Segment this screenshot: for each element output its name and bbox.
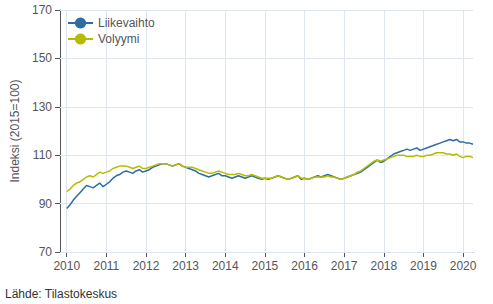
svg-text:2018: 2018 bbox=[370, 259, 397, 273]
svg-text:90: 90 bbox=[39, 197, 53, 211]
svg-text:2013: 2013 bbox=[172, 259, 199, 273]
svg-text:Lähde: Tilastokeskus: Lähde: Tilastokeskus bbox=[5, 287, 117, 301]
svg-text:2015: 2015 bbox=[252, 259, 279, 273]
svg-text:110: 110 bbox=[33, 148, 52, 162]
svg-text:Liikevaihto: Liikevaihto bbox=[98, 16, 155, 30]
svg-text:150: 150 bbox=[32, 51, 52, 65]
svg-text:2011: 2011 bbox=[93, 259, 119, 273]
svg-text:130: 130 bbox=[32, 100, 52, 114]
svg-text:2010: 2010 bbox=[53, 259, 80, 273]
svg-text:Indeksi (2015=100): Indeksi (2015=100) bbox=[8, 79, 22, 182]
svg-text:170: 170 bbox=[32, 3, 52, 17]
svg-text:70: 70 bbox=[39, 245, 53, 259]
svg-text:2012: 2012 bbox=[133, 259, 160, 273]
svg-text:2017: 2017 bbox=[331, 259, 358, 273]
svg-text:Volyymi: Volyymi bbox=[98, 32, 139, 46]
svg-text:2019: 2019 bbox=[410, 259, 437, 273]
svg-text:2014: 2014 bbox=[212, 259, 239, 273]
svg-text:2020: 2020 bbox=[450, 259, 477, 273]
svg-text:2016: 2016 bbox=[291, 259, 318, 273]
